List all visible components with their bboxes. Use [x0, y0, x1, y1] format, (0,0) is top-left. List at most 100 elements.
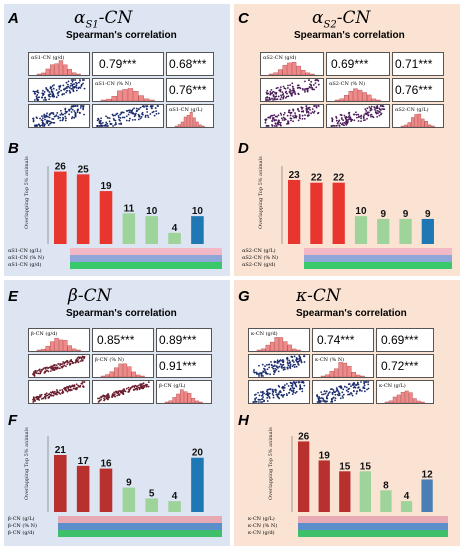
scatter-point — [268, 366, 271, 369]
scatter-point — [136, 385, 139, 388]
histogram-bin — [114, 367, 119, 378]
scatter-point — [292, 361, 295, 363]
scatter-point — [98, 399, 101, 402]
scatter-point — [344, 122, 347, 125]
scatter-point — [52, 394, 55, 397]
scatter-point — [348, 393, 351, 396]
scatter-point — [36, 89, 39, 92]
scatter-point — [280, 94, 282, 97]
scatter-point — [39, 370, 42, 373]
scatter-point — [356, 381, 359, 384]
scatter-point — [70, 117, 73, 120]
scatter-point — [70, 79, 73, 81]
y-axis-label: Overlapping Top 5% animals — [24, 156, 30, 229]
corr-cell-1: 0.69*** — [326, 52, 390, 76]
bar — [145, 498, 158, 512]
scatter-point — [331, 117, 333, 120]
bar-value-label: 22 — [311, 173, 323, 184]
scatter-point — [62, 391, 64, 394]
scatter-point — [266, 397, 269, 399]
histogram-bin — [199, 401, 203, 404]
scatter-point — [75, 359, 78, 362]
scatter-point — [302, 381, 305, 383]
histogram-bin — [296, 349, 301, 352]
matrix-row: αS1-CN (g/L) — [8, 248, 222, 255]
bar — [54, 455, 67, 512]
scatter-point — [49, 122, 52, 125]
scatter-point — [53, 84, 55, 86]
scatter-point — [276, 98, 279, 101]
scatter-point — [151, 105, 154, 107]
scatter-point — [79, 106, 82, 109]
corr-cell-3: 0.91*** — [156, 354, 212, 378]
scatter-point — [111, 396, 113, 398]
histogram-bin — [117, 90, 123, 102]
scatter-point — [363, 384, 366, 387]
scatter-point — [283, 366, 286, 369]
corr-cell-2: 0.89*** — [156, 328, 212, 352]
scatter-point — [303, 117, 306, 120]
scatter-point — [284, 384, 286, 386]
scatter-point — [64, 107, 67, 110]
scatter-point — [336, 388, 339, 391]
scatter-point — [266, 89, 269, 92]
scatter-point — [61, 119, 64, 122]
scatter-point — [360, 381, 362, 383]
scatter-point — [265, 99, 268, 101]
scatter-point — [365, 109, 368, 112]
scatter-point — [341, 395, 344, 398]
scatter-point — [47, 124, 50, 126]
scatter-point — [70, 111, 73, 113]
scatter-point — [120, 112, 123, 115]
scatter-point — [254, 397, 256, 400]
scatter-point — [65, 389, 68, 392]
histogram-bin — [431, 125, 435, 128]
histogram-bin — [424, 121, 428, 128]
scatter-point — [289, 88, 291, 91]
bar-value-label: 22 — [333, 173, 345, 184]
scatter-point — [338, 124, 341, 127]
histogram-bin — [67, 345, 72, 352]
scatter-point — [363, 119, 365, 122]
scatter-point — [257, 398, 260, 401]
diag-label: κ-CN (% N) — [315, 357, 345, 363]
corr-value: 0.69*** — [331, 57, 369, 71]
bar-value-label: 15 — [360, 461, 372, 472]
bar — [122, 213, 136, 244]
histogram-bin — [334, 368, 339, 378]
scatter-point — [79, 385, 82, 388]
scatter-point — [354, 386, 357, 389]
scatter-point — [131, 112, 134, 115]
scatter-point — [295, 357, 298, 360]
scatter-point — [79, 79, 81, 81]
scatter-point — [279, 121, 282, 124]
scatter-point — [36, 124, 39, 127]
scatter-point — [291, 393, 294, 396]
scatter-point — [56, 112, 59, 114]
scatter-point — [282, 359, 284, 361]
scatter-point — [367, 114, 370, 117]
scatter-point — [281, 91, 284, 93]
scatter-point — [33, 99, 36, 101]
scatter-point — [277, 95, 280, 98]
scatter-point — [99, 125, 102, 127]
scatter-point — [35, 395, 38, 398]
scatter-point — [295, 365, 298, 368]
scatter-point — [273, 97, 276, 100]
histogram-bin — [344, 95, 349, 102]
scatter-point — [328, 391, 331, 394]
scatter-point — [315, 105, 318, 107]
scatter-point — [52, 118, 55, 120]
scatter-point — [44, 395, 47, 397]
scatter-point — [62, 84, 65, 87]
scatter-point — [32, 396, 35, 399]
histogram-bin — [287, 62, 292, 76]
corr-cell-3: 0.76*** — [392, 78, 444, 102]
scatter-point — [115, 390, 118, 393]
histogram-bin — [174, 125, 178, 128]
scatter-point — [285, 393, 288, 395]
scatter-point — [263, 367, 265, 370]
histogram-bin — [176, 393, 180, 404]
scatter-point — [290, 94, 293, 97]
diag-label: β-CN (g/L) — [159, 383, 186, 389]
